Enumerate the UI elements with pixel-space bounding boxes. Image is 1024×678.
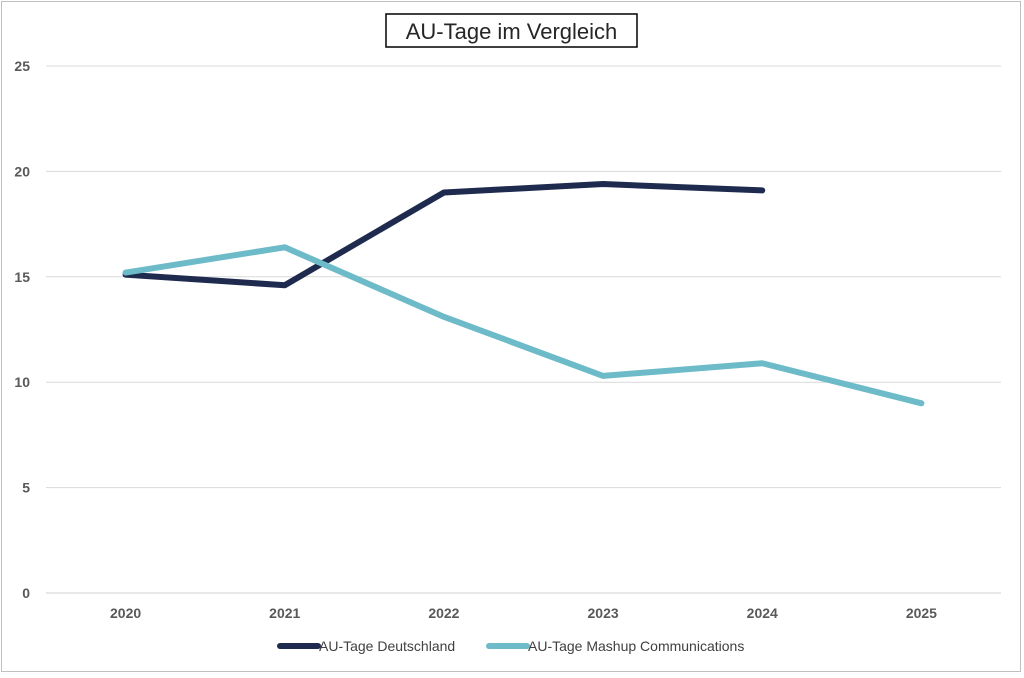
data-point [282, 282, 288, 288]
data-point [123, 270, 129, 276]
y-tick-label: 20 [14, 163, 30, 179]
data-point [441, 189, 447, 195]
series-line [122, 244, 925, 407]
series-lines [122, 181, 925, 407]
legend-label: AU-Tage Mashup Communications [528, 638, 744, 654]
x-axis-tick-labels: 2020 2021 2022 2023 2024 2025 [110, 605, 937, 621]
y-tick-label: 25 [14, 58, 30, 74]
data-point [759, 360, 765, 366]
x-tick-label: 2020 [110, 605, 141, 621]
x-tick-label: 2022 [428, 605, 459, 621]
series-line [122, 181, 766, 289]
legend: AU-Tage Deutschland AU-Tage Mashup Commun… [277, 638, 744, 654]
data-point [282, 244, 288, 250]
y-tick-label: 5 [22, 480, 30, 496]
chart-title-box: AU-Tage im Vergleich [385, 13, 638, 48]
x-tick-label: 2024 [747, 605, 778, 621]
data-point [600, 373, 606, 379]
legend-label: AU-Tage Deutschland [319, 638, 455, 654]
chart-title: AU-Tage im Vergleich [406, 19, 618, 44]
y-tick-label: 0 [22, 585, 30, 601]
legend-item: AU-Tage Deutschland [277, 638, 455, 654]
x-tick-label: 2025 [906, 605, 937, 621]
series-1 [122, 244, 925, 407]
y-tick-label: 10 [14, 374, 30, 390]
y-axis-tick-labels: 0 5 10 15 20 25 [14, 58, 30, 601]
chart-title-border [385, 13, 638, 48]
data-point [759, 187, 765, 193]
x-tick-label: 2021 [269, 605, 300, 621]
data-point [600, 181, 606, 187]
x-tick-label: 2023 [588, 605, 619, 621]
data-point [441, 314, 447, 320]
y-tick-label: 15 [14, 269, 30, 285]
data-point [918, 400, 924, 406]
series-0 [122, 181, 766, 289]
gridlines [46, 65, 1001, 594]
legend-item: AU-Tage Mashup Communications [486, 638, 744, 654]
